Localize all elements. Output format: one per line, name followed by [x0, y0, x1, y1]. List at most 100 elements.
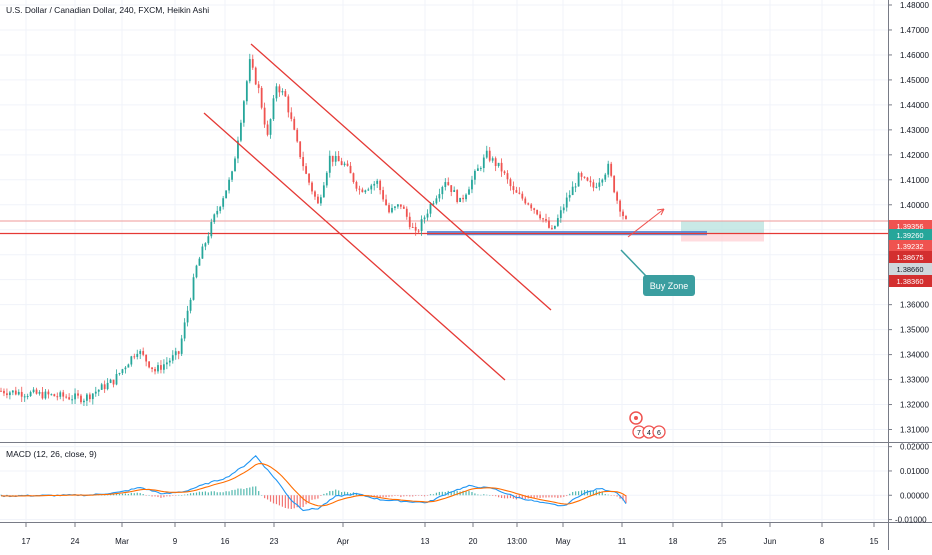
macd-histogram-bar [397, 495, 399, 496]
callout-box [643, 275, 695, 296]
candle [109, 378, 112, 384]
candle [293, 116, 296, 131]
price-tick-label: 1.36000 [900, 301, 929, 310]
candle [145, 354, 148, 367]
candle-body [337, 155, 340, 162]
candle-body [518, 192, 521, 194]
candle-body [245, 81, 248, 102]
macd-histogram-bar [483, 494, 485, 496]
candle [314, 190, 316, 200]
macd-histogram-bar [317, 495, 319, 499]
candle [56, 392, 59, 401]
candle-body [352, 173, 355, 183]
candle-body [85, 394, 88, 401]
candle [482, 154, 485, 173]
candle-body [177, 351, 180, 354]
candle-body [59, 392, 62, 397]
candle [420, 215, 423, 236]
candle [474, 169, 476, 185]
candle-body [112, 379, 115, 385]
candle [41, 386, 44, 400]
candle-body [44, 391, 47, 399]
candle-body [83, 400, 85, 403]
candle-body [56, 396, 59, 398]
candle [168, 357, 171, 367]
candle-body [248, 59, 251, 82]
candle-body [299, 141, 302, 158]
candle [426, 209, 429, 221]
candle [254, 66, 257, 86]
candle-body [453, 190, 456, 192]
candle-body [426, 213, 429, 218]
candle [539, 211, 541, 221]
candle [500, 158, 503, 177]
candle [322, 181, 325, 198]
candle-body [296, 129, 299, 142]
candle [225, 190, 228, 199]
time-tick-label: 13:00 [507, 537, 528, 546]
macd-histogram-bar [249, 487, 251, 496]
macd-histogram-bar [426, 495, 429, 496]
candle-body [376, 180, 379, 184]
candle-body [471, 179, 473, 190]
candle-body [53, 394, 56, 397]
candle-body [465, 194, 467, 200]
macd-histogram-bar [471, 492, 473, 496]
candle [29, 390, 32, 397]
candle-body [14, 390, 17, 395]
candle-body [411, 226, 414, 228]
candle [411, 222, 414, 228]
candle [77, 389, 79, 399]
macd-histogram-bar [166, 495, 168, 497]
candle [207, 232, 210, 245]
candle-body [109, 379, 112, 383]
macd-histogram-bar [181, 495, 183, 496]
candle [385, 194, 387, 206]
candle-body [435, 198, 438, 204]
macd-histogram-bar [145, 495, 147, 496]
candle [260, 86, 263, 110]
macd-histogram-bar [246, 488, 248, 496]
candle-body [459, 197, 462, 202]
candle [465, 193, 467, 202]
macd-histogram-bar [332, 490, 334, 496]
macd-histogram-bar [272, 495, 275, 504]
candle-body [154, 369, 156, 372]
candle [0, 387, 2, 392]
candle-body [186, 310, 189, 323]
candle [151, 367, 153, 373]
candle [379, 179, 382, 195]
macd-histogram-bar [296, 495, 298, 508]
macd-histogram-bar [243, 489, 245, 496]
macd-histogram-bar [290, 495, 292, 509]
price-tick-label: 1.47000 [900, 26, 929, 35]
candle [334, 151, 337, 166]
macd-histogram-bar [530, 495, 532, 498]
candle [278, 84, 281, 97]
candle-body [512, 186, 515, 191]
candle [610, 161, 613, 178]
macd-histogram-bar [151, 495, 153, 497]
trendline-upper [250, 43, 552, 311]
candle [186, 305, 189, 327]
candle-body [476, 168, 479, 171]
candle [527, 202, 530, 206]
candle [245, 79, 248, 105]
candle [165, 357, 168, 370]
price-badge-label: 1.38360 [896, 277, 923, 286]
macd-histogram-bar [107, 494, 109, 496]
macd-histogram-bar [139, 493, 141, 496]
candle-body [328, 155, 331, 173]
macd-histogram-bar [610, 495, 612, 496]
macd-histogram-bar [604, 494, 606, 496]
candle [47, 389, 50, 399]
candle [408, 212, 411, 230]
macd-histogram-bar [388, 495, 390, 497]
candle-body [168, 360, 171, 363]
candle [290, 107, 293, 122]
candle [14, 386, 17, 396]
macd-histogram-bar [601, 491, 603, 496]
candle [308, 172, 310, 186]
candle [240, 119, 242, 143]
